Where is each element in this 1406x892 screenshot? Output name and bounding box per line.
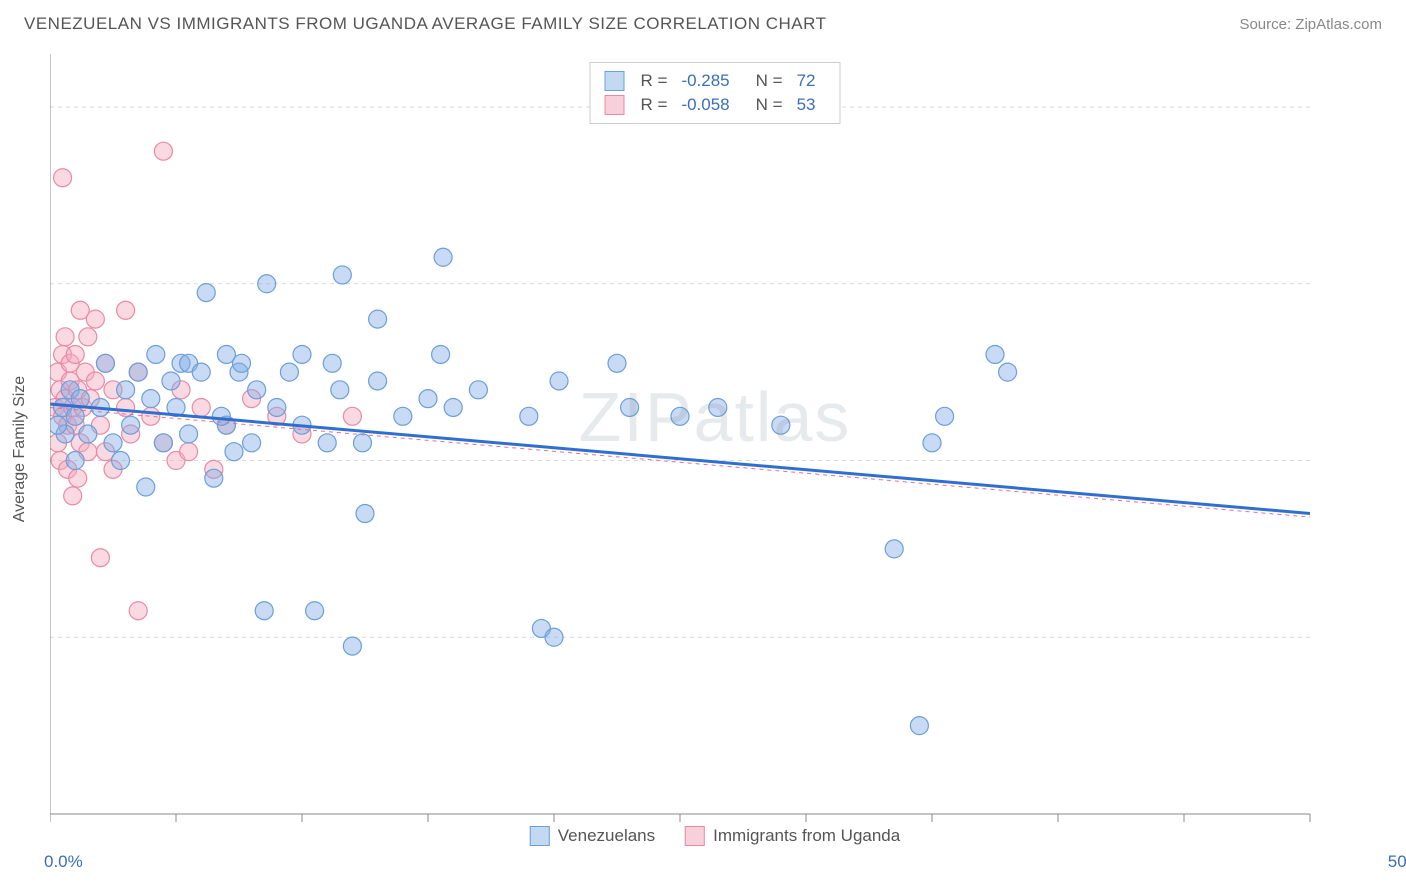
legend-label-1: Venezuelans bbox=[558, 826, 655, 846]
stat-label-n: N = bbox=[756, 95, 783, 115]
swatch-series-2 bbox=[605, 95, 625, 115]
swatch-series-1b bbox=[530, 826, 550, 846]
legend-stats: R = -0.285 N = 72 R = -0.058 N = 53 bbox=[590, 62, 841, 124]
legend-label-2: Immigrants from Uganda bbox=[713, 826, 900, 846]
chart-header: VENEZUELAN VS IMMIGRANTS FROM UGANDA AVE… bbox=[0, 0, 1406, 42]
chart-source: Source: ZipAtlas.com bbox=[1239, 16, 1382, 33]
stat-label-r: R = bbox=[641, 71, 668, 91]
swatch-series-2b bbox=[685, 826, 705, 846]
legend-item-2: Immigrants from Uganda bbox=[685, 826, 900, 846]
y-axis-label: Average Family Size bbox=[11, 376, 29, 522]
legend-item-1: Venezuelans bbox=[530, 826, 655, 846]
legend-stats-row-2: R = -0.058 N = 53 bbox=[605, 93, 826, 117]
swatch-series-1 bbox=[605, 71, 625, 91]
legend-stats-row-1: R = -0.285 N = 72 bbox=[605, 69, 826, 93]
scatter-plot bbox=[50, 54, 1380, 844]
legend-series: Venezuelans Immigrants from Uganda bbox=[518, 826, 912, 846]
stat-n-1: 72 bbox=[797, 71, 816, 91]
stat-label-r: R = bbox=[641, 95, 668, 115]
x-tick-max: 50.0% bbox=[1388, 852, 1406, 872]
stat-r-2: -0.058 bbox=[681, 95, 729, 115]
chart-title: VENEZUELAN VS IMMIGRANTS FROM UGANDA AVE… bbox=[24, 14, 826, 34]
stat-n-2: 53 bbox=[797, 95, 816, 115]
stat-r-1: -0.285 bbox=[681, 71, 729, 91]
stat-label-n: N = bbox=[756, 71, 783, 91]
chart-container: Average Family Size ZIPatlas 2.003.004.0… bbox=[50, 54, 1380, 844]
x-tick-min: 0.0% bbox=[44, 852, 83, 872]
